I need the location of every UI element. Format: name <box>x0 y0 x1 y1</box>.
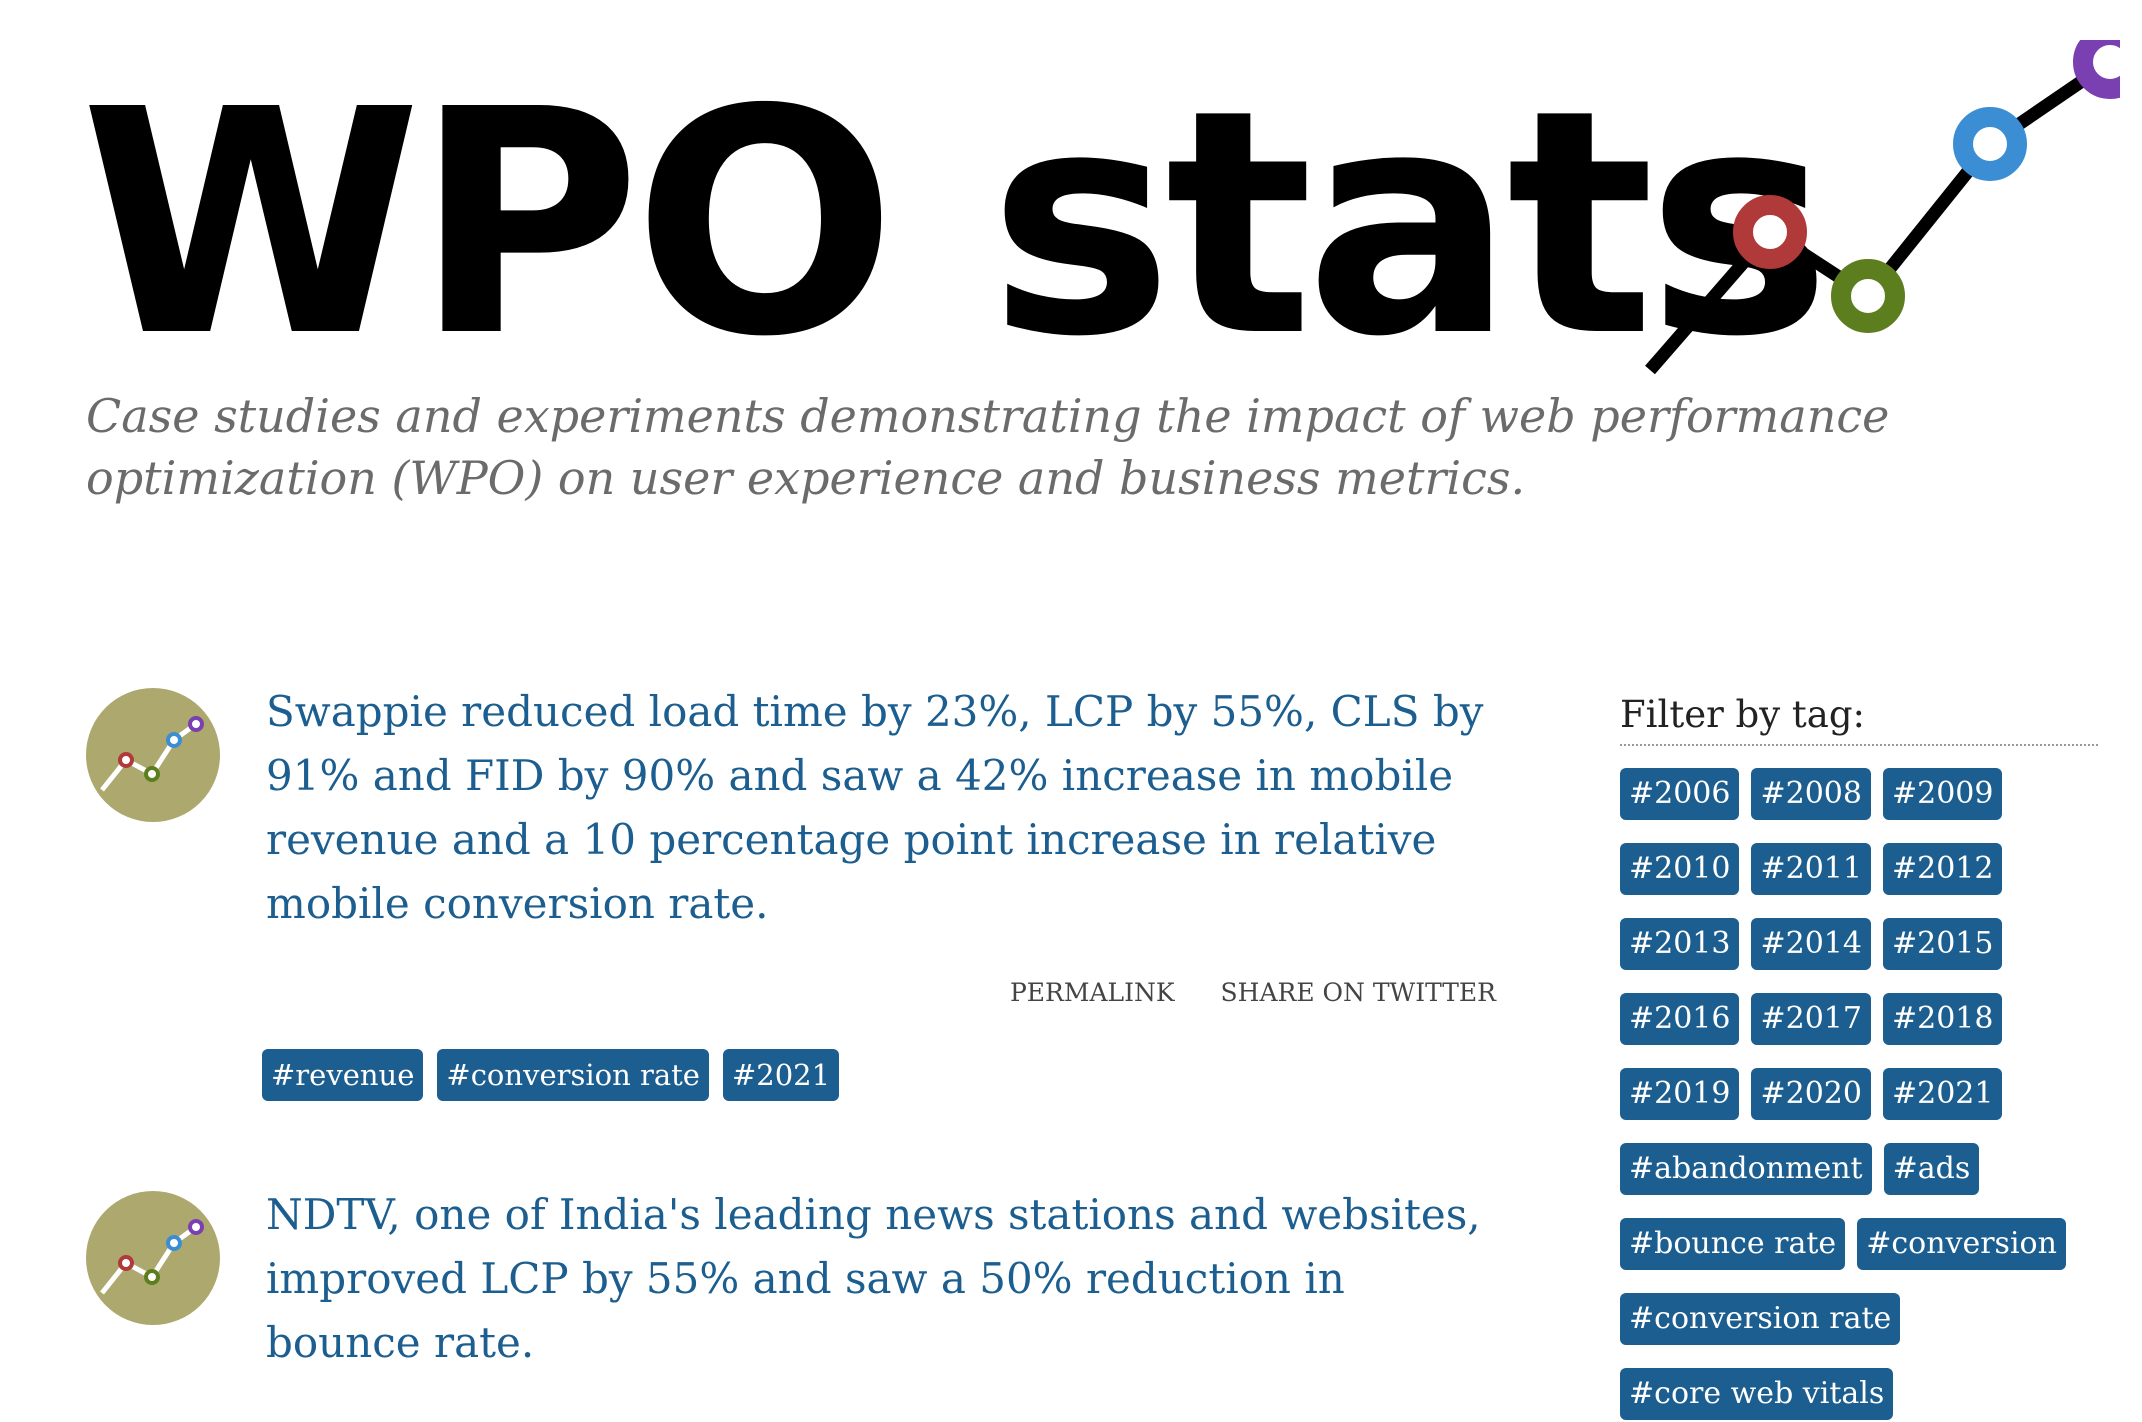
filter-tag-2012[interactable]: #2012 <box>1882 843 2003 895</box>
post-title-link[interactable]: NDTV, one of India's leading news statio… <box>266 1190 1481 1367</box>
trend-graph-logo-icon <box>1645 40 2120 375</box>
post-tag-2021[interactable]: #2021 <box>722 1049 840 1101</box>
post-tag-list: #revenue #conversion rate #2021 <box>262 1049 1506 1101</box>
tag-cloud: #2006 #2008 #2009 #2010 #2011 #2012 #201… <box>1620 768 2100 1420</box>
filter-tag-conversion[interactable]: #conversion <box>1857 1218 2066 1270</box>
post-item: Swappie reduced load time by 23%, LCP by… <box>86 680 1526 1101</box>
post-body: Swappie reduced load time by 23%, LCP by… <box>262 680 1506 1101</box>
post-tag-revenue[interactable]: #revenue <box>262 1049 424 1101</box>
post-actions: PERMALINK SHARE ON TWITTER <box>266 978 1506 1007</box>
filter-tag-2014[interactable]: #2014 <box>1751 918 1871 970</box>
filter-tag-2011[interactable]: #2011 <box>1751 843 1871 895</box>
filter-tag-2006[interactable]: #2006 <box>1620 768 1740 820</box>
filter-heading: Filter by tag: <box>1620 690 2098 746</box>
site-tagline: Case studies and experiments demonstrati… <box>86 389 1890 505</box>
post-title-link[interactable]: Swappie reduced load time by 23%, LCP by… <box>266 687 1484 928</box>
filter-tag-2019[interactable]: #2019 <box>1620 1068 1740 1120</box>
filter-tag-2013[interactable]: #2013 <box>1620 918 1740 970</box>
wpo-stats-logo-icon <box>86 1191 220 1325</box>
post-tag-conversion-rate[interactable]: #conversion rate <box>437 1049 709 1101</box>
filter-tag-2015[interactable]: #2015 <box>1882 918 2003 970</box>
filter-tag-abandonment[interactable]: #abandonment <box>1620 1143 1872 1195</box>
filter-tag-core-web-vitals[interactable]: #core web vitals <box>1620 1368 1894 1420</box>
filter-tag-2008[interactable]: #2008 <box>1751 768 1871 820</box>
wpo-stats-logo-icon <box>86 688 220 822</box>
filter-tag-bounce-rate[interactable]: #bounce rate <box>1620 1218 1846 1270</box>
filter-tag-2020[interactable]: #2020 <box>1751 1068 1871 1120</box>
share-on-twitter-link[interactable]: SHARE ON TWITTER <box>1220 978 1496 1007</box>
permalink-link[interactable]: PERMALINK <box>1009 978 1175 1007</box>
filter-tag-2017[interactable]: #2017 <box>1751 993 1871 1045</box>
filter-tag-ads[interactable]: #ads <box>1883 1143 1980 1195</box>
site-header: WPO stats Case studies and experiments d… <box>0 0 2142 560</box>
tag-filter-sidebar: Filter by tag: #2006 #2008 #2009 #2010 #… <box>1620 690 2110 1420</box>
post-item: NDTV, one of India's leading news statio… <box>86 1183 1526 1375</box>
site-title[interactable]: WPO stats <box>80 44 1831 405</box>
post-body: NDTV, one of India's leading news statio… <box>266 1183 1506 1375</box>
filter-tag-2021[interactable]: #2021 <box>1882 1068 2003 1120</box>
post-list: Swappie reduced load time by 23%, LCP by… <box>86 680 1526 1375</box>
filter-tag-2016[interactable]: #2016 <box>1620 993 1740 1045</box>
filter-tag-conversion-rate[interactable]: #conversion rate <box>1620 1293 1901 1345</box>
filter-tag-2009[interactable]: #2009 <box>1882 768 2003 820</box>
filter-tag-2010[interactable]: #2010 <box>1620 843 1740 895</box>
filter-tag-2018[interactable]: #2018 <box>1882 993 2003 1045</box>
